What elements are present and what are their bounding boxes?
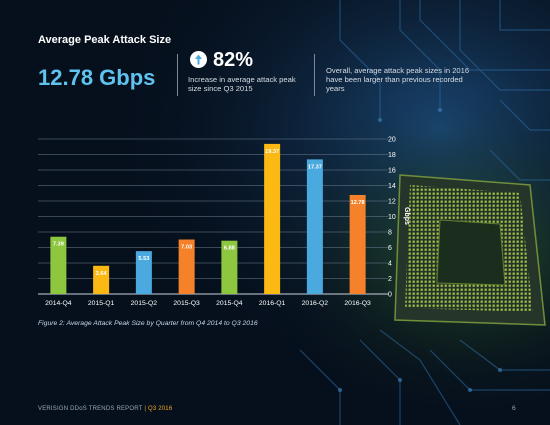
bar-data-label: 6.88 <box>224 246 235 252</box>
footer-quarter: Q3 2016 <box>147 406 173 412</box>
y-tick-label: 12 <box>388 199 396 206</box>
bar-2016-Q3 <box>349 194 366 294</box>
x-tick-label: 2016-Q2 <box>302 300 329 307</box>
bar-2015-Q2 <box>135 251 152 294</box>
x-axis-ticks: 2014-Q4 2015-Q1 2015-Q2 2015-Q3 2015-Q4 2016-… <box>45 300 371 307</box>
footer-separator: | <box>144 406 147 412</box>
bar-data-label: 17.37 <box>308 164 322 170</box>
y-tick-label: 4 <box>388 261 392 268</box>
y-tick-label: 18 <box>388 152 396 159</box>
bar-2015-Q4 <box>221 240 238 294</box>
bar-data-label: 7.39 <box>53 242 64 248</box>
stat-percent: 82% <box>213 49 254 71</box>
y-tick-label: 20 <box>388 137 396 144</box>
summary-note: Overall, average attack peak sizes in 20… <box>326 66 470 93</box>
x-tick-label: 2016-Q1 <box>259 300 286 307</box>
y-tick-label: 2 <box>388 276 392 283</box>
x-tick-label: 2015-Q3 <box>173 300 200 307</box>
divider-right <box>314 54 315 96</box>
arrow-up-icon <box>190 51 207 68</box>
y-tick-label: 10 <box>388 214 396 221</box>
y-tick-label: 6 <box>388 245 392 252</box>
bar-data-label: 3.64 <box>96 271 108 277</box>
chart-bars: 7.39 3.64 5.53 7.03 6.88 19.37 17.37 12.78 <box>50 143 366 294</box>
bar-data-label: 12.78 <box>351 200 365 206</box>
bar-2015-Q3 <box>178 239 195 294</box>
x-tick-label: 2016-Q3 <box>344 300 371 307</box>
bar-2016-Q2 <box>306 159 323 294</box>
processor-chip <box>394 174 546 326</box>
y-tick-label: 0 <box>388 292 392 299</box>
figure-caption: Figure 2: Average Attack Peak Size by Qu… <box>38 320 258 327</box>
page-title: Average Peak Attack Size <box>38 34 172 46</box>
x-tick-label: 2015-Q2 <box>131 300 158 307</box>
headline-value: 12.78 Gbps <box>38 65 156 90</box>
bar-data-label: 19.37 <box>265 149 279 155</box>
x-tick-label: 2014-Q4 <box>45 300 72 307</box>
x-tick-label: 2015-Q1 <box>88 300 115 307</box>
chart-grid <box>38 138 388 295</box>
y-axis-ticks: 0 2 4 6 8 10 12 14 16 18 20 <box>388 137 396 299</box>
stat-description: Increase in average attack peak size sin… <box>188 75 296 93</box>
divider-left <box>177 54 178 96</box>
bar-data-label: 5.53 <box>138 256 149 262</box>
bar-2015-Q1 <box>93 265 110 294</box>
footer-report-name: VERISIGN DDoS TRENDS REPORT <box>38 406 143 412</box>
y-tick-label: 14 <box>388 183 396 190</box>
y-tick-label: 8 <box>388 230 392 237</box>
x-tick-label: 2015-Q4 <box>216 300 243 307</box>
page-number: 6 <box>512 405 516 412</box>
bar-2014-Q4 <box>50 236 67 294</box>
y-axis-label: Gbps <box>403 207 410 225</box>
y-tick-label: 16 <box>388 168 396 175</box>
footer: VERISIGN DDoS TRENDS REPORT | Q3 2016 <box>38 406 172 412</box>
bar-2016-Q1 <box>264 143 281 294</box>
bar-data-label: 7.03 <box>181 245 192 251</box>
